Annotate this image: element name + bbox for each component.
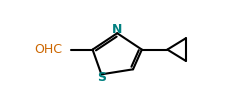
Text: OHC: OHC	[35, 43, 63, 56]
Text: S: S	[97, 71, 106, 84]
Text: N: N	[112, 23, 122, 36]
